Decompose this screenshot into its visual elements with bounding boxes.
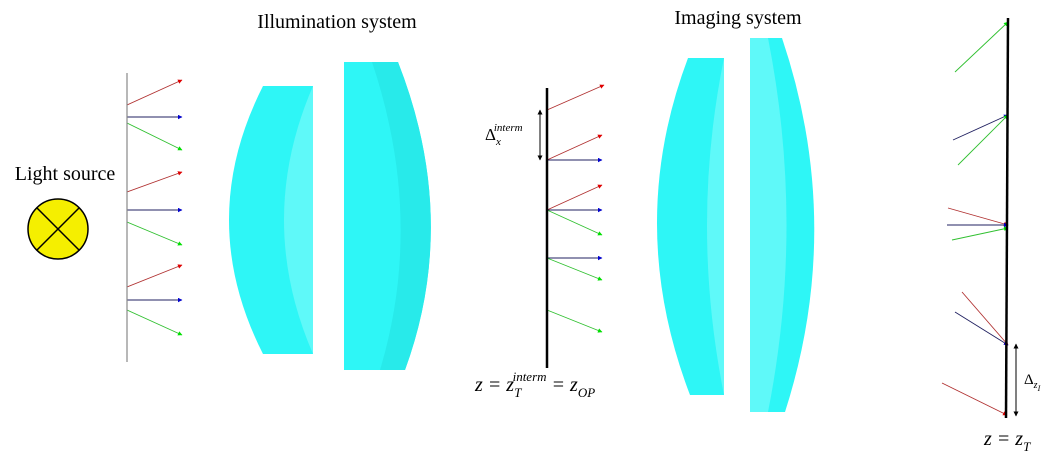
ray — [961, 291, 1009, 346]
ray — [954, 311, 1009, 346]
ray — [546, 84, 605, 111]
ray-group — [126, 21, 1009, 416]
ray — [546, 309, 603, 333]
ray — [952, 114, 1009, 141]
plane-label: z = zTinterm = zOP — [474, 369, 595, 400]
target-plane — [1004, 17, 1010, 419]
ray — [546, 184, 603, 211]
ray — [941, 382, 1008, 416]
ray — [126, 122, 183, 151]
ray — [954, 21, 1009, 73]
ray — [126, 309, 183, 336]
ray — [126, 264, 183, 288]
section-title: Imaging system — [674, 7, 802, 29]
lamp — [27, 198, 89, 260]
ray — [957, 114, 1009, 166]
lens — [750, 38, 815, 412]
spacing-label: ΔzI — [1024, 372, 1041, 393]
ray — [546, 257, 603, 281]
lens — [344, 62, 431, 370]
section-title: Illumination system — [257, 11, 417, 33]
ray — [546, 134, 603, 161]
plane-label: z = zT — [983, 428, 1031, 451]
ray — [126, 221, 183, 246]
ray — [126, 79, 183, 106]
ray — [947, 207, 1009, 227]
spacing-label: Δxinterm — [485, 122, 523, 148]
lens — [656, 58, 724, 395]
ray — [546, 209, 603, 236]
light-source-label: Light source — [15, 163, 116, 185]
lens — [229, 86, 313, 354]
ray — [126, 171, 183, 193]
ray — [951, 226, 1009, 241]
